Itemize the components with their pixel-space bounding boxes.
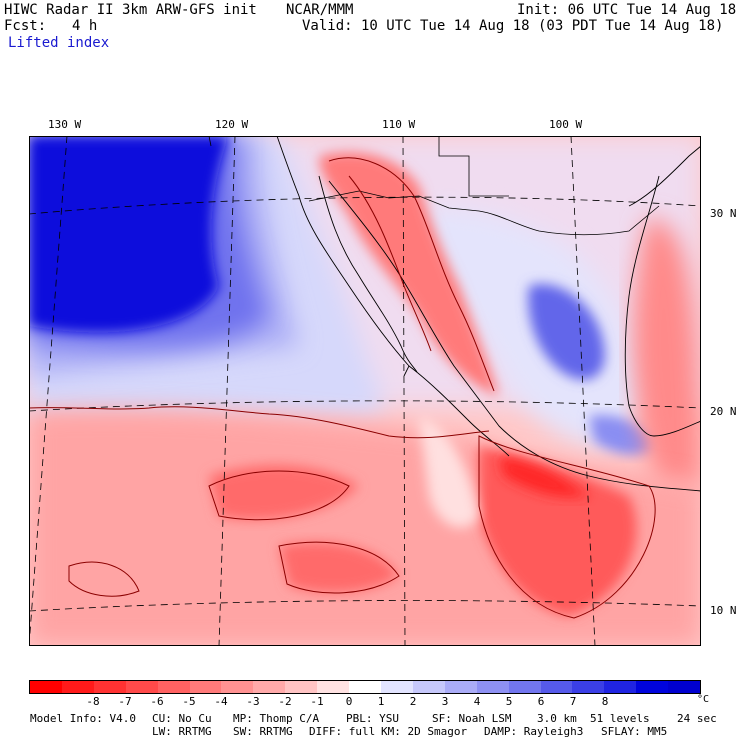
colorbar-tick-label: 0 <box>345 695 353 708</box>
field-red-gulf <box>319 152 499 396</box>
colorbar-swatch <box>508 681 541 693</box>
colorbar-tick-label: -4 <box>214 695 228 708</box>
colorbar-tick-label: 3 <box>441 695 449 708</box>
colorbar-swatch <box>476 681 509 693</box>
colorbar-swatch <box>540 681 573 693</box>
colorbar-swatch <box>253 681 286 693</box>
model-title: HIWC Radar II 3km ARW-GFS init <box>4 2 257 18</box>
footer-cu: CU: No Cu <box>152 712 212 725</box>
footer-sf: SF: Noah LSM <box>432 712 512 725</box>
colorbar-tick-label: -8 <box>86 695 100 708</box>
colorbar-swatch <box>604 681 637 693</box>
footer-lw: LW: RRTMG <box>152 725 212 738</box>
colorbar-tick-label: -2 <box>278 695 292 708</box>
lon-label-120w: 120 W <box>215 118 249 131</box>
lifted-index-map <box>29 136 701 646</box>
field-pale-south <box>419 416 479 528</box>
valid-time: Valid: 10 UTC Tue 14 Aug 18 (03 PDT Tue … <box>302 18 724 34</box>
colorbar-swatch <box>444 681 477 693</box>
colorbar-swatch <box>668 681 701 693</box>
lon-label-100w: 100 W <box>549 118 583 131</box>
colorbar-tick-label: 8 <box>601 695 609 708</box>
field-name: Lifted index <box>8 35 110 51</box>
country-borders <box>208 136 660 236</box>
lat-label-30n: 30 N <box>710 207 737 220</box>
colorbar-swatch <box>93 681 126 693</box>
colorbar-tick-label: -5 <box>182 695 196 708</box>
field-red-gulf-of-mexico <box>632 216 701 486</box>
lat-label-20n: 20 N <box>710 405 737 418</box>
lat-label-10n: 10 N <box>710 604 737 617</box>
init-time: Init: 06 UTC Tue 14 Aug 18 <box>517 2 737 18</box>
lon-label-110w: 110 W <box>382 118 416 131</box>
footer-mp: MP: Thomp C/A <box>233 712 320 725</box>
colorbar-swatch <box>30 681 62 693</box>
colorbar-tick-label: 7 <box>569 695 577 708</box>
colorbar-tick-label: 6 <box>537 695 545 708</box>
colorbar-swatch <box>380 681 413 693</box>
colorbar-swatch <box>285 681 318 693</box>
colorbar-tick-label: 1 <box>377 695 385 708</box>
map-frame <box>29 136 701 646</box>
colorbar-swatch <box>189 681 222 693</box>
footer-sflay: SFLAY: MM5 <box>601 725 668 738</box>
field-plateau-pale <box>409 207 640 448</box>
coastlines <box>276 136 701 492</box>
colorbar-tick-label: 5 <box>505 695 513 708</box>
graticule <box>29 136 701 646</box>
colorbar-swatch <box>412 681 445 693</box>
colorbar-swatch <box>636 681 669 693</box>
colorbar-swatch <box>221 681 254 693</box>
colorbar-tick-label: -6 <box>150 695 164 708</box>
colorbar-swatch <box>317 681 350 693</box>
field-red-patch-1 <box>209 465 359 520</box>
field-red-patch-3 <box>479 446 637 616</box>
footer-model-info: Model Info: V4.0 <box>30 712 136 725</box>
field-red-core <box>499 456 589 498</box>
organization-label: NCAR/MMM <box>286 2 354 18</box>
field-plateau-blue-south <box>589 415 654 456</box>
colorbar-swatch <box>572 681 605 693</box>
footer-damp: DAMP: Rayleigh3 <box>484 725 584 738</box>
forecast-hour: 4 h <box>72 18 98 34</box>
colorbar-unit: °C <box>697 694 710 705</box>
footer-timestep: 24 sec <box>677 712 717 725</box>
footer-km: KM: 2D Smagor <box>381 725 468 738</box>
footer-sw: SW: RRTMG <box>233 725 293 738</box>
colorbar-swatch <box>157 681 190 693</box>
colorbar-swatch <box>349 681 381 693</box>
colorbar-tick-label: 4 <box>473 695 481 708</box>
colorbar <box>29 680 701 694</box>
contour-lines <box>29 157 656 619</box>
footer-diff: DIFF: full <box>309 725 376 738</box>
colorbar-swatch <box>61 681 94 693</box>
field-red-patch-2 <box>279 542 399 593</box>
lon-label-130w: 130 W <box>48 118 82 131</box>
footer-pbl: PBL: YSU <box>346 712 399 725</box>
footer-resolution: 3.0 km 51 levels <box>537 712 650 725</box>
field-deep-blue-ocean <box>29 136 229 333</box>
colorbar-tick-label: -3 <box>246 695 260 708</box>
forecast-label: Fcst: <box>4 18 47 34</box>
colorbar-swatch <box>125 681 158 693</box>
colorbar-tick-label: 2 <box>409 695 417 708</box>
colorbar-tick-label: -1 <box>310 695 324 708</box>
field-plateau-blue <box>528 284 605 380</box>
colorbar-tick-label: -7 <box>118 695 132 708</box>
